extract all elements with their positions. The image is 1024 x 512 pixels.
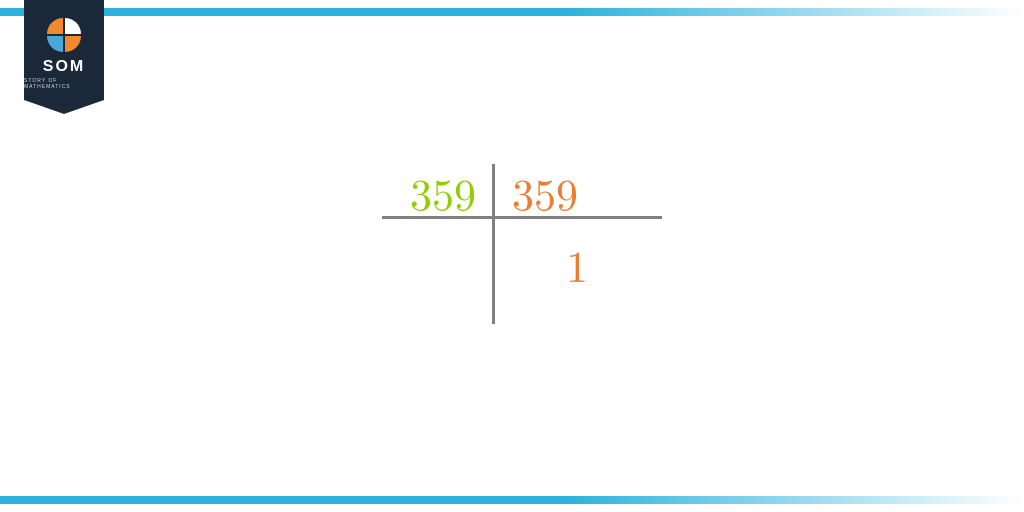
- logo-quadrant-bl: [47, 36, 63, 52]
- logo-quadrant-tr: [65, 18, 81, 34]
- brand-badge: SOM STORY OF MATHEMATICS: [24, 0, 104, 100]
- factorization-diagram: 359 359 1: [362, 160, 662, 330]
- brand-subtitle: STORY OF MATHEMATICS: [24, 78, 104, 90]
- divisor-cell: 359: [362, 160, 492, 223]
- logo-quadrant-tl: [47, 18, 63, 34]
- dividend-cell: 359: [492, 160, 662, 223]
- bottom-border: [0, 496, 1024, 504]
- logo-quadrant-br: [65, 36, 81, 52]
- brand-logo-icon: [47, 18, 81, 52]
- quotient-cell: 1: [492, 232, 662, 295]
- top-border: [0, 8, 1024, 16]
- brand-title: SOM: [43, 58, 85, 76]
